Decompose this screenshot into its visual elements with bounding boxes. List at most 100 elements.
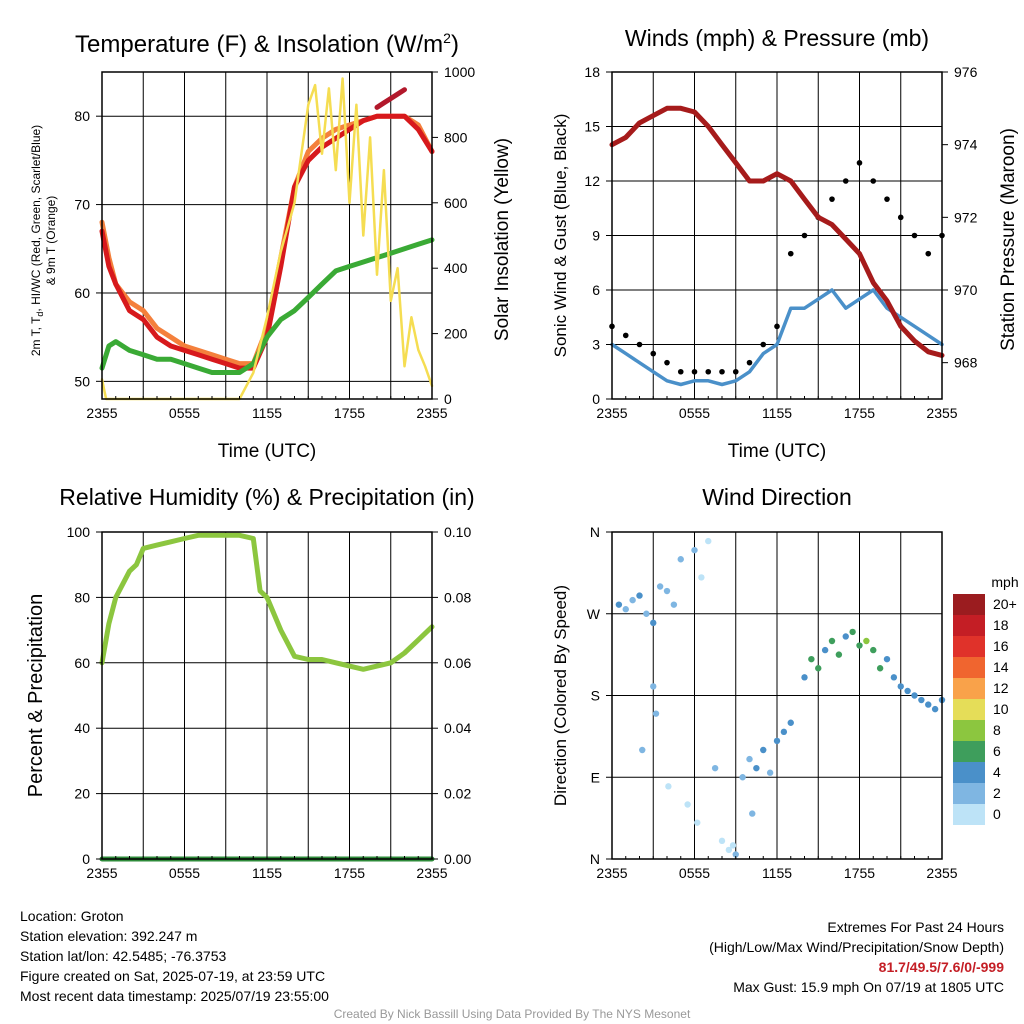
direction-point bbox=[856, 642, 863, 649]
gust-point bbox=[870, 178, 877, 184]
direction-point bbox=[842, 633, 849, 640]
direction-point bbox=[684, 801, 691, 808]
gust-point bbox=[760, 341, 767, 348]
y-tick-label: 60 bbox=[74, 655, 90, 671]
x-tick-label: 2355 bbox=[86, 405, 117, 421]
gust-point bbox=[897, 214, 904, 221]
chart-panel-3: Relative Humidity (%) & Precipitation (i… bbox=[25, 484, 475, 881]
direction-point bbox=[749, 810, 756, 817]
colorbar-label: 16 bbox=[993, 638, 1009, 654]
gust-point bbox=[719, 368, 725, 375]
direction-point bbox=[656, 583, 664, 590]
x-tick-label: 0555 bbox=[679, 405, 710, 421]
y2-tick-label: 0.08 bbox=[444, 589, 471, 605]
direction-point bbox=[698, 574, 705, 581]
elevation-text: Station elevation: 392.247 m bbox=[20, 928, 198, 944]
gust-point bbox=[774, 323, 780, 330]
colorbar-label: 10 bbox=[993, 701, 1009, 717]
y-tick-label: 60 bbox=[74, 285, 90, 301]
direction-point bbox=[705, 537, 712, 545]
y-tick-label: 0 bbox=[592, 391, 600, 407]
gust-point bbox=[677, 368, 684, 375]
y-tick-label: 9 bbox=[592, 228, 600, 244]
y2-axis-label: Solar Insolation (Yellow) bbox=[492, 138, 513, 341]
direction-point bbox=[739, 774, 746, 781]
direction-point bbox=[870, 646, 877, 654]
direction-point bbox=[670, 601, 678, 608]
extremes-title: Extremes For Past 24 Hours bbox=[827, 919, 1004, 935]
direction-point bbox=[918, 696, 925, 704]
gust-point bbox=[829, 196, 835, 202]
y2-tick-label: 0 bbox=[444, 391, 452, 407]
y-tick-label: E bbox=[591, 769, 600, 785]
x-tick-label: 2355 bbox=[596, 405, 627, 421]
gust-point bbox=[746, 359, 753, 366]
chart-panel-1: Temperature (F) & Insolation (W/m2)2355 0… bbox=[29, 30, 513, 462]
y2-tick-label: 972 bbox=[954, 209, 978, 225]
x-tick-label: 1155 bbox=[252, 865, 282, 881]
gust-point bbox=[705, 368, 712, 375]
gust-point bbox=[787, 250, 794, 257]
y-tick-label: 80 bbox=[74, 589, 90, 605]
chart-title: Relative Humidity (%) & Precipitation (i… bbox=[59, 484, 474, 510]
direction-point bbox=[615, 601, 623, 608]
colorbar-title: mph bbox=[991, 574, 1018, 590]
direction-point bbox=[643, 610, 650, 617]
direction-point bbox=[732, 851, 739, 858]
y2-tick-label: 0.00 bbox=[444, 851, 471, 867]
title-superscript: 2 bbox=[443, 30, 451, 46]
colorbar-swatch bbox=[953, 783, 985, 804]
location-text: Location: Groton bbox=[20, 908, 124, 924]
y2-tick-label: 1000 bbox=[444, 64, 475, 80]
direction-point bbox=[815, 665, 822, 672]
direction-point bbox=[931, 705, 939, 713]
latlon-text: Station lat/lon: 42.5485; -76.3753 bbox=[20, 948, 227, 964]
gust-point bbox=[884, 196, 890, 202]
direction-point bbox=[677, 556, 684, 563]
x-tick-label: 2355 bbox=[416, 405, 447, 421]
x-tick-label: 2355 bbox=[926, 405, 957, 421]
y-tick-label: 80 bbox=[74, 108, 90, 124]
direction-point bbox=[773, 737, 781, 745]
y-tick-label: 15 bbox=[584, 119, 600, 135]
series-pressure bbox=[609, 105, 945, 358]
series-td bbox=[99, 237, 435, 375]
y-axis-label-line2: & 9m T (Orange) bbox=[44, 196, 58, 286]
direction-point bbox=[835, 651, 843, 658]
y-axis-label-sub: d bbox=[35, 312, 45, 317]
x-axis-label: Time (UTC) bbox=[728, 441, 827, 462]
max-gust-text: Max Gust: 15.9 mph On 07/19 at 1805 UTC bbox=[733, 979, 1004, 995]
y-tick-label: 12 bbox=[584, 173, 600, 189]
gust-point bbox=[925, 250, 932, 257]
y2-tick-label: 0.06 bbox=[444, 655, 471, 671]
gust-point bbox=[691, 368, 698, 375]
colorbar-swatch bbox=[953, 804, 985, 825]
y-tick-label: 3 bbox=[592, 337, 600, 353]
y-axis-label: 2m T, Td, HI/WC (Red, Green, Scarlet/Blu… bbox=[29, 125, 45, 356]
x-tick-label: 1155 bbox=[762, 405, 792, 421]
y2-axis-label: Station Pressure (Maroon) bbox=[998, 128, 1019, 351]
direction-point bbox=[718, 837, 726, 845]
gust-point bbox=[801, 232, 808, 239]
x-tick-label: 1155 bbox=[762, 865, 792, 881]
direction-point bbox=[925, 701, 932, 708]
direction-point bbox=[663, 587, 671, 595]
colorbar-swatch bbox=[953, 615, 985, 636]
x-tick-label: 1755 bbox=[844, 405, 875, 421]
y-tick-label: 20 bbox=[74, 786, 90, 802]
colorbar-swatch bbox=[953, 594, 985, 615]
gust-point bbox=[732, 368, 739, 375]
colorbar-swatch bbox=[953, 720, 985, 741]
direction-point bbox=[652, 710, 660, 717]
y2-tick-label: 400 bbox=[444, 260, 468, 276]
y-axis-label: Sonic Wind & Gust (Blue, Black) bbox=[551, 114, 570, 358]
series-hi bbox=[374, 87, 407, 110]
direction-point bbox=[801, 674, 808, 681]
colorbar-swatch bbox=[953, 762, 985, 783]
y-axis-label: Direction (Colored By Speed) bbox=[551, 585, 570, 806]
x-tick-label: 1755 bbox=[334, 865, 365, 881]
colorbar-label: 4 bbox=[993, 764, 1001, 780]
direction-point bbox=[876, 665, 884, 672]
